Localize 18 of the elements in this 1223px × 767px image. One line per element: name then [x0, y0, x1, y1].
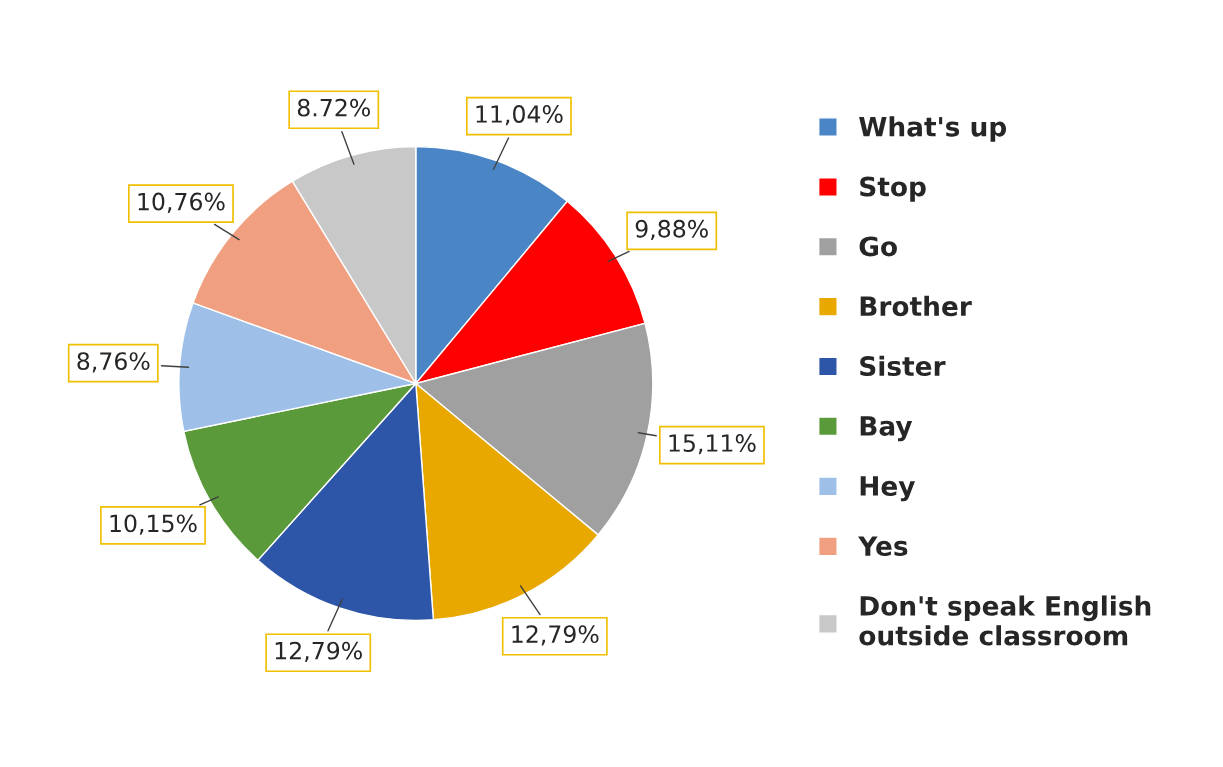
data-label: 10,15%	[110, 514, 197, 535]
data-label: 11,04%	[476, 105, 563, 126]
legend-label: Stop	[860, 176, 926, 202]
legend-label: Go	[859, 236, 897, 257]
data-label: 8,76%	[77, 352, 150, 373]
data-label: 9,88%	[635, 219, 708, 241]
data-label: 8.72%	[297, 98, 370, 117]
data-label: 12,79%	[512, 625, 599, 646]
data-label: 12,79%	[275, 641, 362, 662]
legend-label: Hey	[860, 476, 915, 502]
legend-label: What's up	[859, 116, 1007, 142]
legend-label: Bay	[860, 416, 913, 442]
data-label: 10,76%	[138, 192, 225, 213]
legend-label: Don't speak English outside classroom	[859, 595, 1151, 646]
legend-label: Brother	[860, 295, 972, 317]
legend-label: Sister	[860, 355, 946, 377]
legend-label: Yes	[858, 536, 908, 557]
data-label: 15,11%	[669, 434, 756, 455]
